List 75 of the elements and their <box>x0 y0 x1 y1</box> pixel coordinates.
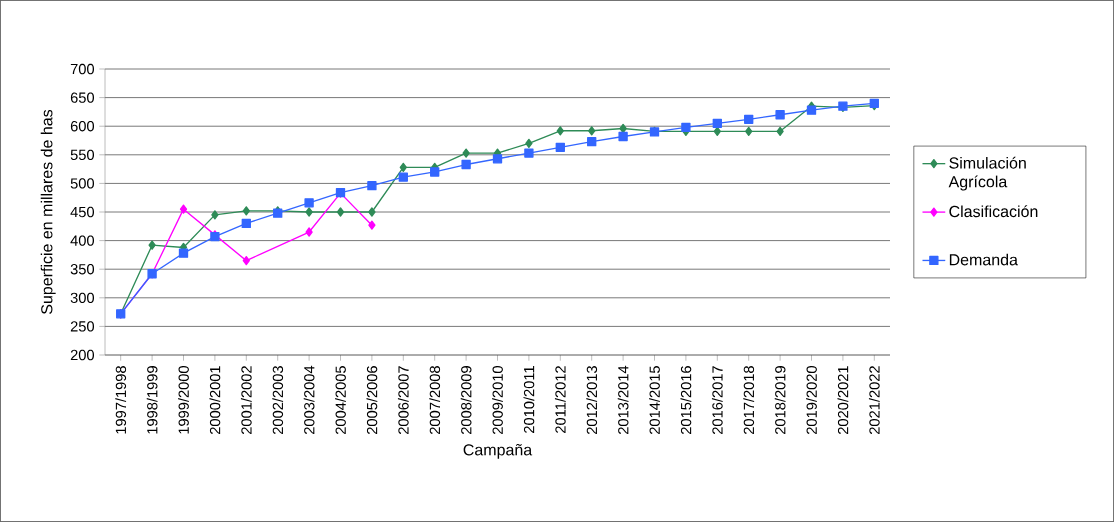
point <box>556 126 564 136</box>
point <box>399 162 407 173</box>
x-tick-label: 2009/2010 <box>492 366 503 434</box>
point <box>398 172 408 182</box>
y-axis-title: Superficie en millares de has <box>40 109 56 314</box>
point <box>430 167 440 177</box>
x-tick-label: 2007/2008 <box>429 366 441 434</box>
x-tick-label: 1998/1999 <box>146 366 158 434</box>
point <box>806 105 817 115</box>
point <box>368 220 376 230</box>
x-tick-label: 2015/2016 <box>680 366 692 434</box>
point <box>555 142 565 153</box>
x-tick-label: 2004/2005 <box>335 366 346 434</box>
y-tick-label: 200 <box>70 349 95 361</box>
point <box>368 207 376 217</box>
point <box>681 122 691 133</box>
x-tick-label: 2012/2013 <box>586 366 598 434</box>
x-tick-label: 2000/2001 <box>209 366 221 434</box>
point <box>588 126 596 136</box>
x-tick-label: 2008/2009 <box>460 366 472 434</box>
point <box>618 131 628 142</box>
point <box>305 227 313 237</box>
legend-label: Clasificación <box>949 205 1038 218</box>
y-tick-label: 450 <box>70 206 95 218</box>
point <box>336 207 345 217</box>
point <box>211 210 219 220</box>
point <box>775 110 785 120</box>
x-tick-label: 2002/2003 <box>272 366 284 434</box>
point <box>587 136 597 147</box>
x-tick-label: 2003/2004 <box>303 365 315 434</box>
point <box>178 248 189 258</box>
x-tick-label: 2011/2012 <box>554 366 566 433</box>
point <box>242 206 250 216</box>
x-tick-label: 1999/2000 <box>178 366 189 434</box>
y-tick-label: 300 <box>70 292 95 303</box>
point <box>492 154 503 164</box>
x-tick-label: 2006/2007 <box>397 366 409 434</box>
x-tick-label: 2005/2006 <box>366 366 378 434</box>
point <box>776 126 784 137</box>
y-tick-label: 650 <box>70 92 95 103</box>
legend-label: Demanda <box>949 253 1018 266</box>
point <box>305 207 313 217</box>
y-tick-label: 250 <box>70 321 95 332</box>
point <box>462 148 470 158</box>
point <box>524 148 534 158</box>
y-tick-label: 500 <box>70 178 95 189</box>
point <box>745 126 753 137</box>
y-tick-label: 700 <box>70 63 95 75</box>
x-tick-label: 2020/2021 <box>837 366 849 434</box>
x-tick-label: 2014/2015 <box>649 366 660 434</box>
x-axis-title: Campaña <box>463 443 533 459</box>
point <box>179 204 188 214</box>
x-tick-label: 2013/2014 <box>617 365 629 434</box>
y-tick-label: 600 <box>70 121 95 132</box>
x-tick-label: 2010/2011 <box>523 366 535 433</box>
y-tick-label: 550 <box>70 149 95 160</box>
y-tick-label: 400 <box>70 235 95 246</box>
point <box>712 118 722 129</box>
legend-label: Simulación Agrícola <box>948 156 1026 191</box>
y-tick-label: 350 <box>70 264 95 275</box>
point <box>461 159 471 170</box>
point <box>525 138 533 149</box>
x-tick-label: 2018/2019 <box>774 366 786 434</box>
x-tick-label: 2016/2017 <box>711 366 723 434</box>
x-tick-label: 2001/2002 <box>240 366 252 434</box>
point <box>242 255 250 266</box>
x-tick-label: 1997/1998 <box>115 366 127 434</box>
point <box>744 114 754 125</box>
x-tick-label: 2021/2022 <box>868 366 880 434</box>
point <box>241 218 251 229</box>
point <box>304 198 314 208</box>
point <box>148 240 156 250</box>
x-tick-label: 2019/2020 <box>806 366 817 434</box>
point <box>367 181 377 191</box>
x-tick-label: 2017/2018 <box>743 366 755 434</box>
